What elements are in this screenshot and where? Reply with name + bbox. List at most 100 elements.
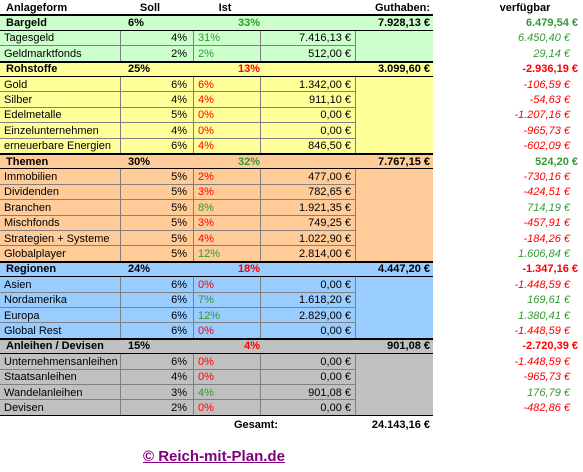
item-row xyxy=(0,215,433,231)
item-verfuegbar: -457,91 € xyxy=(523,217,570,230)
grid-line xyxy=(0,45,355,47)
grid-line xyxy=(193,246,194,262)
grid-line xyxy=(0,183,355,185)
grid-line xyxy=(260,277,261,293)
item-guthaben: 911,10 € xyxy=(308,93,351,106)
item-soll: 6% xyxy=(171,324,187,337)
item-name: Asien xyxy=(4,278,32,291)
grid-line xyxy=(355,369,356,385)
item-ist: 0% xyxy=(198,109,214,122)
item-verfuegbar: 29,14 € xyxy=(533,47,570,60)
item-guthaben: 782,65 € xyxy=(308,186,351,199)
grid-line xyxy=(0,214,355,216)
group-guthaben: 901,08 € xyxy=(387,340,430,353)
item-name: Silber xyxy=(4,93,33,106)
item-ist: 2% xyxy=(198,170,214,183)
grid-line xyxy=(0,91,355,93)
group-border xyxy=(0,276,433,278)
item-row xyxy=(0,246,433,262)
grid-line xyxy=(193,200,194,216)
grid-line xyxy=(355,385,356,401)
item-name: Unternehmensanleihen xyxy=(4,355,118,368)
group-border xyxy=(0,76,433,77)
item-soll: 5% xyxy=(171,247,187,260)
grid-line xyxy=(0,230,355,231)
item-row xyxy=(0,385,433,401)
group-verfuegbar: -1.347,16 € xyxy=(522,263,578,276)
item-row xyxy=(0,400,433,416)
grid-line xyxy=(120,215,121,231)
item-name: Wandelanleihen xyxy=(4,386,83,399)
grid-line xyxy=(193,123,194,139)
item-row xyxy=(0,92,433,108)
grid-line xyxy=(120,323,121,339)
item-guthaben: 2.829,00 € xyxy=(299,309,351,322)
item-soll: 5% xyxy=(171,170,187,183)
item-ist: 6% xyxy=(198,78,214,91)
item-soll: 6% xyxy=(171,309,187,322)
grid-line xyxy=(0,137,355,139)
grid-line xyxy=(355,184,356,201)
grid-line xyxy=(355,277,356,293)
grid-line xyxy=(260,308,261,324)
item-soll: 5% xyxy=(171,201,187,214)
grid-line xyxy=(193,46,194,62)
grid-line xyxy=(355,231,356,247)
item-ist: 4% xyxy=(198,93,214,106)
group-soll: 30% xyxy=(128,155,151,168)
item-guthaben: 1.022,90 € xyxy=(299,232,351,245)
grid-line xyxy=(193,107,194,124)
group-soll: 6% xyxy=(128,16,144,29)
item-verfuegbar: -965,73 € xyxy=(523,124,570,137)
grid-line xyxy=(193,323,194,339)
item-verfuegbar: -424,51 € xyxy=(523,186,570,199)
column-header: Anlageform xyxy=(6,1,68,14)
item-verfuegbar: -730,16 € xyxy=(523,170,570,183)
grid-line xyxy=(120,169,121,185)
grid-line xyxy=(193,92,194,108)
grid-line xyxy=(260,169,261,185)
column-header: Guthaben: xyxy=(375,1,430,14)
grid-line xyxy=(0,245,355,247)
grid-line xyxy=(355,123,356,139)
grid-line xyxy=(260,246,261,262)
grid-line xyxy=(193,77,194,93)
item-row xyxy=(0,107,433,124)
group-guthaben: 3.099,60 € xyxy=(378,63,430,76)
item-ist: 12% xyxy=(198,247,221,260)
group-row xyxy=(0,338,433,355)
grid-line xyxy=(120,77,121,93)
grid-line xyxy=(260,184,261,201)
item-guthaben: 846,50 € xyxy=(308,140,351,153)
grid-line xyxy=(120,277,121,293)
item-verfuegbar: 169,61 € xyxy=(527,294,570,307)
item-soll: 5% xyxy=(171,109,187,122)
item-ist: 31% xyxy=(198,32,221,45)
item-name: Geldmarktfonds xyxy=(4,47,82,60)
group-ist: 4% xyxy=(244,340,260,353)
grid-line xyxy=(0,384,355,385)
item-verfuegbar: 1.380,41 € xyxy=(518,309,570,322)
item-soll: 3% xyxy=(171,386,187,399)
item-row xyxy=(0,138,433,154)
item-row xyxy=(0,231,433,247)
item-verfuegbar: 1.606,84 € xyxy=(518,247,570,260)
grid-line xyxy=(120,46,121,62)
item-ist: 0% xyxy=(198,371,214,384)
item-name: Staatsanleihen xyxy=(4,371,77,384)
grid-line xyxy=(260,369,261,385)
item-name: Global Rest xyxy=(4,324,62,337)
grid-line xyxy=(0,399,355,401)
item-name: Immobilien xyxy=(4,170,58,183)
grid-line xyxy=(0,122,355,124)
item-ist: 3% xyxy=(198,186,214,199)
item-verfuegbar: -482,86 € xyxy=(523,401,570,414)
total-value: 24.143,16 € xyxy=(371,419,430,432)
item-name: Einzelunternehmen xyxy=(4,124,99,137)
item-soll: 6% xyxy=(171,78,187,91)
grid-line xyxy=(120,354,121,370)
item-guthaben: 2.814,00 € xyxy=(299,247,351,260)
footer-link[interactable]: © Reich-mit-Plan.de xyxy=(143,448,285,465)
group-guthaben: 7.928,13 € xyxy=(378,16,430,29)
grid-line xyxy=(193,400,194,416)
